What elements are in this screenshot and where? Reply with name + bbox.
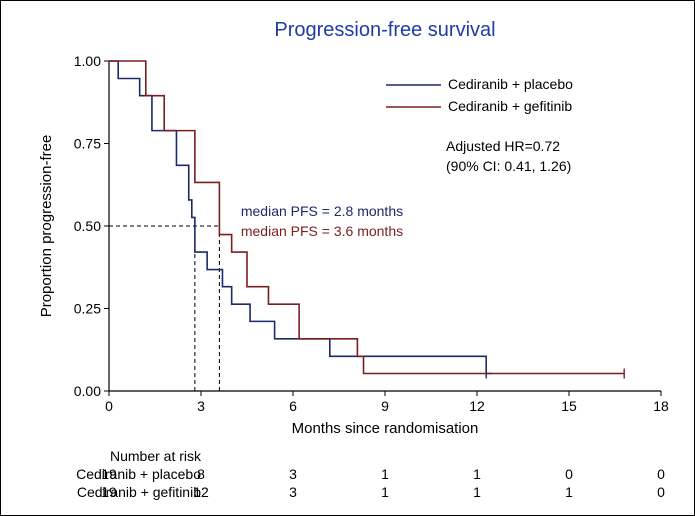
x-tick-label: 12 — [469, 398, 485, 414]
risk-value: 8 — [197, 466, 205, 482]
x-axis-label: Months since randomisation — [292, 420, 479, 437]
x-tick-label: 3 — [197, 398, 205, 414]
risk-row-label: Cediranib + placebo — [76, 466, 201, 482]
risk-value: 19 — [101, 466, 117, 482]
risk-value: 19 — [101, 484, 117, 500]
risk-heading: Number at risk — [110, 448, 202, 464]
y-axis-label: Proportion progression-free — [38, 135, 55, 318]
km-chart-svg: Progression-free survival 0.00 0.25 0.50 0.7… — [1, 1, 694, 515]
risk-value: 1 — [381, 484, 389, 500]
x-tick-label: 0 — [105, 398, 113, 414]
risk-value: 1 — [473, 484, 481, 500]
y-tick-label: 0.50 — [74, 218, 101, 234]
chart-title: Progression-free survival — [274, 19, 495, 41]
x-tick-label: 9 — [381, 398, 389, 414]
risk-value: 1 — [473, 466, 481, 482]
risk-value: 3 — [289, 484, 297, 500]
risk-value: 12 — [193, 484, 209, 500]
x-tick-label: 6 — [289, 398, 297, 414]
legend-label: Cediranib + gefitinib — [448, 98, 572, 114]
risk-value: 1 — [381, 466, 389, 482]
median-pfs-label-1: median PFS = 3.6 months — [241, 223, 403, 239]
hr-text-2: (90% CI: 0.41, 1.26) — [446, 158, 571, 174]
legend-label: Cediranib + placebo — [448, 76, 573, 92]
y-tick-label: 0.75 — [74, 136, 101, 152]
hr-text-1: Adjusted HR=0.72 — [446, 138, 560, 154]
risk-value: 0 — [565, 466, 573, 482]
y-tick-label: 0.25 — [74, 301, 101, 317]
y-tick-label: 1.00 — [74, 53, 101, 69]
median-pfs-label-0: median PFS = 2.8 months — [241, 203, 403, 219]
x-tick-label: 18 — [653, 398, 669, 414]
figure-frame: Progression-free survival 0.00 0.25 0.50 0.7… — [0, 0, 695, 516]
risk-value: 1 — [565, 484, 573, 500]
risk-value: 0 — [657, 466, 665, 482]
x-tick-label: 15 — [561, 398, 577, 414]
risk-value: 3 — [289, 466, 297, 482]
risk-value: 0 — [657, 484, 665, 500]
risk-row-label: Cediranib + gefitinib — [77, 484, 201, 500]
y-tick-label: 0.00 — [74, 383, 101, 399]
